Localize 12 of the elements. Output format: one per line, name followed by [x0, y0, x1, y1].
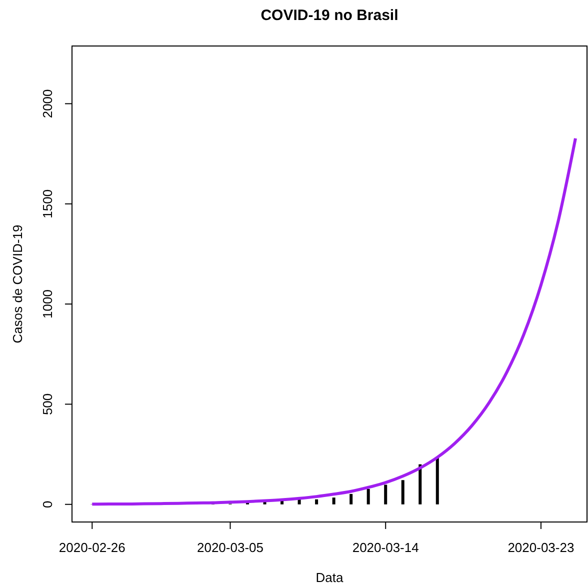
x-tick-label: 2020-03-23: [508, 540, 574, 555]
y-axis-title: Casos de COVID-19: [10, 224, 25, 344]
y-tick-label: 500: [40, 393, 55, 416]
x-axis-title: Data: [316, 570, 344, 585]
y-tick-label: 1000: [40, 290, 55, 318]
x-tick-label: 2020-03-05: [196, 540, 264, 555]
x-tick-label: 2020-02-26: [58, 540, 126, 555]
chart-title: COVID-19 no Brasil: [260, 7, 398, 24]
y-tick-label: 0: [40, 500, 55, 508]
y-tick-label: 1500: [40, 189, 55, 218]
x-tick-label: 2020-03-14: [352, 540, 419, 555]
y-tick-label: 2000: [40, 89, 55, 118]
